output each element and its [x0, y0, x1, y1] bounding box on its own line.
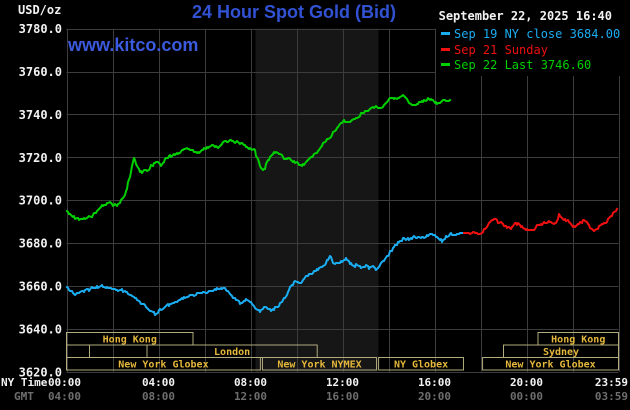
chart-datetime: September 22, 2025 16:40: [438, 9, 612, 23]
y-axis-tick-label: 3740.0: [19, 108, 62, 122]
legend-item: Sep 22 Last 3746.60: [441, 58, 591, 73]
y-axis-tick-label: 3620.0: [19, 365, 62, 379]
legend-item-label: Sep 19 NY close 3684.00: [454, 27, 621, 41]
session-label: London: [214, 347, 250, 358]
session-label: Hong Kong: [103, 334, 157, 345]
session-label: New York NYMEX: [277, 359, 361, 370]
session-box: [378, 357, 464, 371]
session-box: [66, 344, 90, 358]
x-axis-ny-tick-label: 00:00: [48, 376, 81, 389]
legend-item-label: Sep 21 Sunday: [454, 42, 548, 57]
session-box: [66, 357, 261, 371]
x-axis-gmt-tick-label: 12:00: [234, 390, 267, 403]
series-sep-22: [65, 94, 452, 221]
ny-time-row-label: NY Time: [1, 376, 48, 389]
x-axis-gmt-tick-label: 20:00: [418, 390, 451, 403]
x-axis-gmt-tick-label: 03:59: [595, 390, 628, 403]
session-box: [66, 332, 194, 346]
x-axis-gmt-tick-label: 00:00: [510, 390, 543, 403]
x-axis-gmt-tick-label: 08:00: [142, 390, 175, 403]
session-box: [261, 357, 378, 371]
session-label: New York Globex: [505, 359, 595, 370]
y-axis-unit-label: USD/oz: [18, 3, 62, 17]
legend-item: Sep 21 Sunday: [441, 43, 548, 58]
x-axis-gmt-tick-label: 16:00: [326, 390, 359, 403]
series-sep-19: [65, 232, 465, 316]
y-axis-tick-label: 3720.0: [19, 151, 62, 165]
y-axis-tick-label: 3680.0: [19, 237, 62, 251]
session-label: Hong Kong: [551, 334, 605, 345]
legend-item-label: Sep 22 Last 3746.60: [454, 58, 592, 72]
x-axis-ny-tick-label: 16:00: [418, 376, 451, 389]
y-axis-tick-label: 3780.0: [19, 22, 62, 36]
session-label: NY Globex: [394, 359, 448, 370]
chart-title: 24 Hour Spot Gold (Bid): [192, 2, 396, 22]
y-axis-tick-label: 3760.0: [19, 65, 62, 79]
x-axis-ny-tick-label: 04:00: [142, 376, 175, 389]
kitco-watermark: www.kitco.com: [68, 35, 199, 55]
y-axis-tick-label: 3660.0: [19, 280, 62, 294]
x-axis-ny-tick-label: 12:00: [326, 376, 359, 389]
series-sep-21: [463, 207, 619, 235]
session-label: Sydney: [543, 347, 579, 358]
x-axis-ny-tick-label: 20:00: [510, 376, 543, 389]
x-axis-ny-tick-label: 08:00: [234, 376, 267, 389]
y-axis-tick-label: 3700.0: [19, 194, 62, 208]
chart-legend: Sep 19 NY close 3684.00 Sep 21 Sunday Sep …: [436, 25, 630, 76]
legend-dash-icon: [441, 32, 450, 35]
session-label: New York Globex: [118, 359, 208, 370]
session-box: [482, 357, 619, 371]
y-axis-tick-label: 3640.0: [19, 322, 62, 336]
legend-dash-icon: [441, 47, 450, 51]
x-axis-ny-tick-label: 23:59: [595, 376, 628, 389]
gmt-row-label: GMT: [14, 390, 34, 403]
legend-dash-icon: [441, 63, 450, 66]
x-axis-gmt-tick-label: 04:00: [48, 390, 81, 403]
legend-item: Sep 19 NY close 3684.00: [441, 27, 620, 42]
